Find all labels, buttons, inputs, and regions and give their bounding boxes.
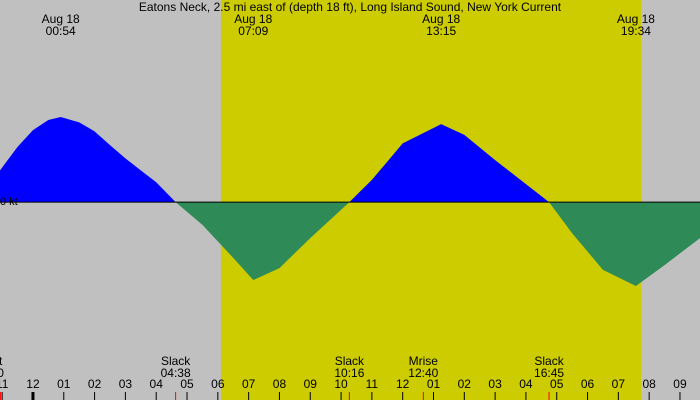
- extreme-date: Aug 18: [617, 12, 655, 26]
- extreme-time: 13:15: [426, 24, 456, 38]
- event-time: 12:40: [408, 366, 438, 380]
- event-time: 16:45: [534, 366, 564, 380]
- x-tick-label: 03: [119, 377, 133, 391]
- x-tick-label: 07: [242, 377, 256, 391]
- x-tick-label: 03: [488, 377, 502, 391]
- x-tick-label: 01: [427, 377, 441, 391]
- x-tick-label: 04: [519, 377, 533, 391]
- extreme-date: Aug 18: [234, 12, 272, 26]
- extreme-time: 19:34: [621, 24, 651, 38]
- x-tick-label: 08: [273, 377, 287, 391]
- x-tick-label: 07: [612, 377, 626, 391]
- x-tick-label: 12: [396, 377, 410, 391]
- x-tick-label: 05: [550, 377, 564, 391]
- x-tick-label: 11: [366, 377, 379, 391]
- ebb-area: [0, 202, 700, 287]
- x-tick-label: 01: [57, 377, 71, 391]
- x-tick-label: 04: [150, 377, 164, 391]
- x-tick-label: 06: [211, 377, 225, 391]
- extreme-date: Aug 18: [42, 12, 80, 26]
- x-tick-label: 12: [26, 377, 40, 391]
- x-tick-label: 06: [581, 377, 595, 391]
- event-label: Slack: [335, 354, 365, 368]
- chart-title: Eatons Neck, 2.5 mi east of (depth 18 ft…: [139, 0, 562, 14]
- event-time: 04:38: [161, 366, 191, 380]
- extreme-time: 07:09: [238, 24, 268, 38]
- x-tick-label: 02: [458, 377, 472, 391]
- event-time: 0: [0, 366, 4, 380]
- x-tick-label: 09: [673, 377, 687, 391]
- x-tick-label: 02: [88, 377, 102, 391]
- flood-area: [0, 116, 550, 203]
- x-tick-label: 10: [334, 377, 348, 391]
- x-tick-label: 09: [304, 377, 318, 391]
- event-time: 10:16: [334, 366, 364, 380]
- x-tick-label: 11: [0, 377, 9, 391]
- extreme-date: Aug 18: [422, 12, 460, 26]
- event-label: Mrise: [409, 354, 439, 368]
- extreme-time: 00:54: [46, 24, 76, 38]
- y-tick-label: 0 kt: [0, 196, 18, 208]
- event-label: Slack: [534, 354, 564, 368]
- x-tick-label: 08: [642, 377, 656, 391]
- event-label: t: [0, 354, 3, 368]
- x-tick-label: 05: [180, 377, 194, 391]
- event-label: Slack: [161, 354, 191, 368]
